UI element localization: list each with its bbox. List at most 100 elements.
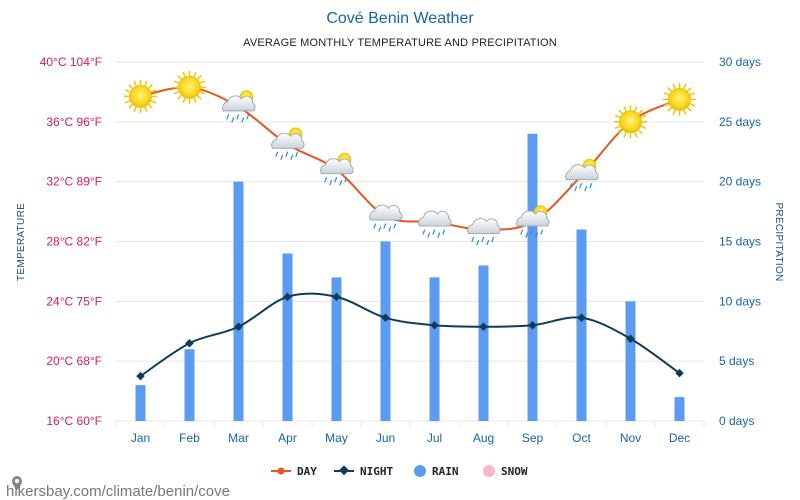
sun-ray [667, 107, 672, 112]
y-tick-label-left: 28°C 82°F [46, 235, 102, 249]
legend-rain-marker [414, 465, 426, 477]
night-point [528, 321, 537, 330]
rain-drop [486, 239, 490, 246]
night-point [430, 321, 439, 330]
cloud-shape [320, 158, 354, 175]
x-tick-label: Apr [278, 431, 297, 445]
sun-ray [672, 109, 676, 115]
rain-drop [525, 232, 529, 238]
sun-icon [662, 82, 697, 117]
y-tick-label-right: 15 days [719, 235, 761, 249]
rain-cloud-icon [222, 90, 256, 123]
rain-drop [393, 223, 397, 229]
rain-drop [530, 229, 534, 235]
sun-ray [689, 92, 696, 96]
night-point [332, 292, 341, 302]
night-point [381, 313, 390, 323]
sun-ray [144, 80, 148, 87]
left-axis-ticks: 40°C 104°F 36°C 96°F 32°C 89°F 28°C 82°F 24°… [40, 55, 102, 428]
footer[interactable]: hikersbay.com/climate/benin/cove [6, 476, 230, 500]
night-point [675, 368, 684, 378]
sun-ray [614, 125, 621, 129]
rain-drop [373, 223, 377, 229]
sun-ray [144, 106, 148, 112]
cloud-shape [222, 95, 256, 112]
sun-ray [193, 71, 197, 78]
rain-drop [231, 117, 235, 123]
footer-link[interactable]: hikersbay.com/climate/benin/cove [6, 483, 230, 500]
sun-ray [672, 83, 676, 90]
sun-ray [197, 95, 202, 100]
x-tick-label: Jun [376, 431, 395, 445]
rain-drop [432, 229, 436, 235]
rain-cloud-icon [418, 210, 452, 238]
sun-ray [623, 106, 627, 112]
rain-drop [535, 232, 539, 238]
rain-bar [625, 301, 636, 421]
rain-drop [476, 239, 480, 246]
sun-ray [199, 91, 206, 95]
rain-bar [478, 265, 489, 421]
cloud-shape [467, 218, 501, 234]
sun-ray [182, 71, 186, 78]
legend-night-marker [339, 465, 349, 476]
y-tick-label-right: 25 days [719, 115, 761, 129]
sun-ray [634, 106, 638, 112]
legend-day-marker [277, 467, 285, 475]
rain-drop [520, 229, 524, 235]
sun-ray [640, 114, 647, 119]
rain-drop [422, 229, 426, 235]
sun-ray [148, 84, 153, 89]
sun-ray [667, 87, 672, 92]
rain-drop [388, 226, 392, 232]
rain-drop [275, 151, 279, 157]
legend-snow-marker [483, 465, 495, 477]
sun-ray [687, 87, 692, 92]
x-tick-label: Mar [228, 431, 249, 445]
x-tick-label: Oct [572, 431, 591, 445]
sun-ray [623, 132, 627, 138]
night-point [479, 322, 488, 332]
x-tick-label: Sep [522, 431, 544, 445]
sun-ray [687, 107, 692, 112]
x-tick-label: May [325, 431, 348, 445]
cloud-shape [271, 132, 305, 149]
sun-disc [129, 85, 152, 108]
rain-cloud-icon [271, 127, 305, 160]
sun-ray [173, 91, 180, 95]
legend-item-day[interactable]: DAY [271, 465, 317, 478]
sun-disc [668, 87, 691, 111]
sun-ray [197, 75, 202, 80]
sun-ray [124, 89, 131, 93]
rain-drop [584, 186, 588, 192]
sun-ray [173, 80, 180, 84]
rain-drop [339, 180, 343, 186]
x-axis-ticks: Jan Feb Mar Apr May Jun Jul Aug Sep Oct Nov Dec [131, 431, 690, 445]
night-point [136, 371, 145, 381]
rain-drop [589, 183, 593, 189]
rain-drop [344, 177, 348, 183]
rain-drop [236, 114, 240, 120]
night-point [577, 313, 586, 323]
rain-cloud-icon [369, 204, 403, 232]
sun-ray [689, 103, 696, 107]
rain-drop [378, 226, 382, 232]
legend-item-snow[interactable]: SNOW [483, 465, 528, 478]
legend-rain-label: RAIN [432, 465, 459, 478]
chart-subtitle: AVERAGE MONTHLY TEMPERATURE AND PRECIPIT… [243, 37, 557, 49]
legend-item-night[interactable]: NIGHT [334, 465, 393, 478]
sun-ray [182, 97, 186, 104]
x-tick-label: Nov [620, 431, 641, 445]
rain-drop [574, 186, 578, 192]
day-series [138, 84, 682, 233]
sun-ray [150, 100, 157, 104]
cloud-shape [565, 164, 599, 181]
rain-bars [135, 133, 685, 422]
legend-item-rain[interactable]: RAIN [414, 465, 459, 478]
rain-drop [427, 232, 431, 238]
right-axis-ticks: 30 days 25 days 20 days 15 days 10 days 5 day… [719, 55, 761, 428]
sun-ray [683, 83, 687, 90]
rain-drop [295, 151, 299, 157]
night-series [136, 292, 684, 381]
